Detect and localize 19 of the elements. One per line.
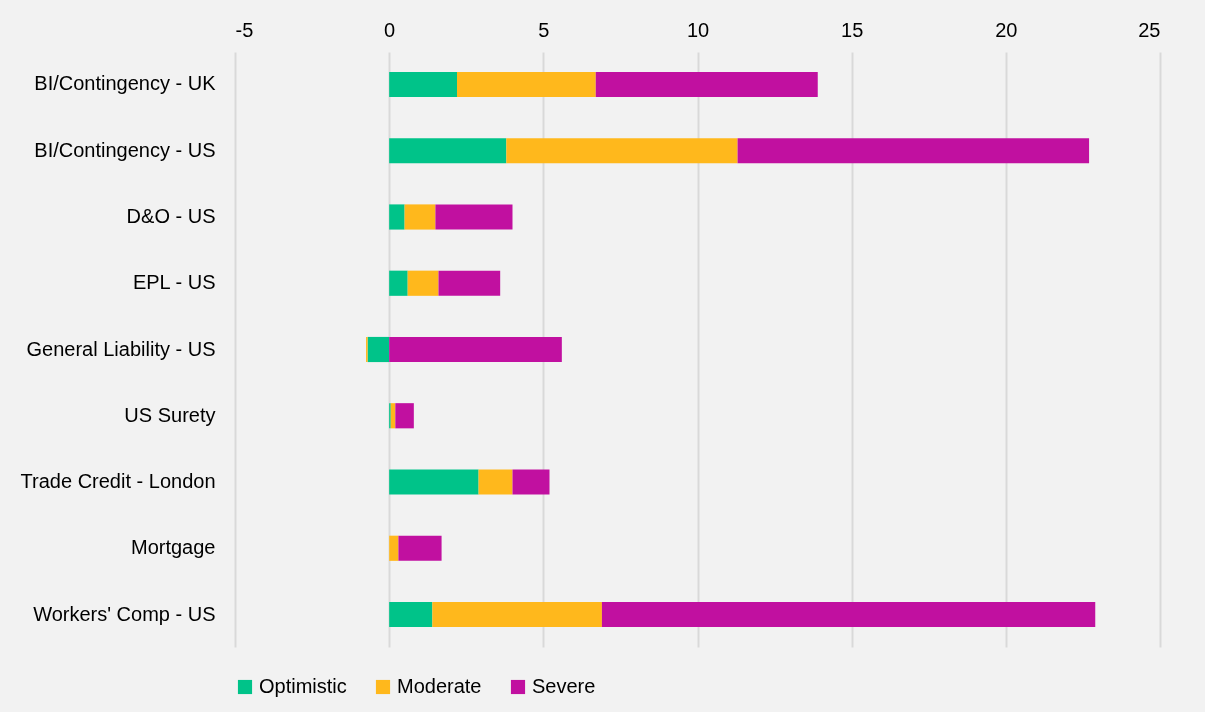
legend-label: Severe xyxy=(532,675,596,697)
y-tick-label: BI/Contingency - US xyxy=(34,138,216,161)
y-tick-label: Workers' Comp - US xyxy=(33,602,216,625)
x-tick-label: 5 xyxy=(538,18,550,41)
y-tick-label: D&O - US xyxy=(126,204,216,227)
x-tick-label: 25 xyxy=(1138,18,1161,41)
x-tick-label: 15 xyxy=(841,18,864,41)
legend-label: Optimistic xyxy=(259,675,347,697)
y-tick-label: Mortgage xyxy=(131,536,216,559)
x-tick-label: 20 xyxy=(995,18,1018,41)
x-tick-label: 0 xyxy=(384,18,396,41)
y-tick-label: EPL - US xyxy=(132,271,216,294)
x-tick-label: -5 xyxy=(235,18,254,41)
legend-label: Moderate xyxy=(397,675,482,697)
y-tick-label: General Liability - US xyxy=(26,337,216,360)
y-tick-label: BI/Contingency - UK xyxy=(34,72,217,95)
x-tick-label: 10 xyxy=(686,18,710,41)
y-tick-label: Trade Credit - London xyxy=(20,470,216,493)
y-tick-label: US Surety xyxy=(124,403,216,426)
